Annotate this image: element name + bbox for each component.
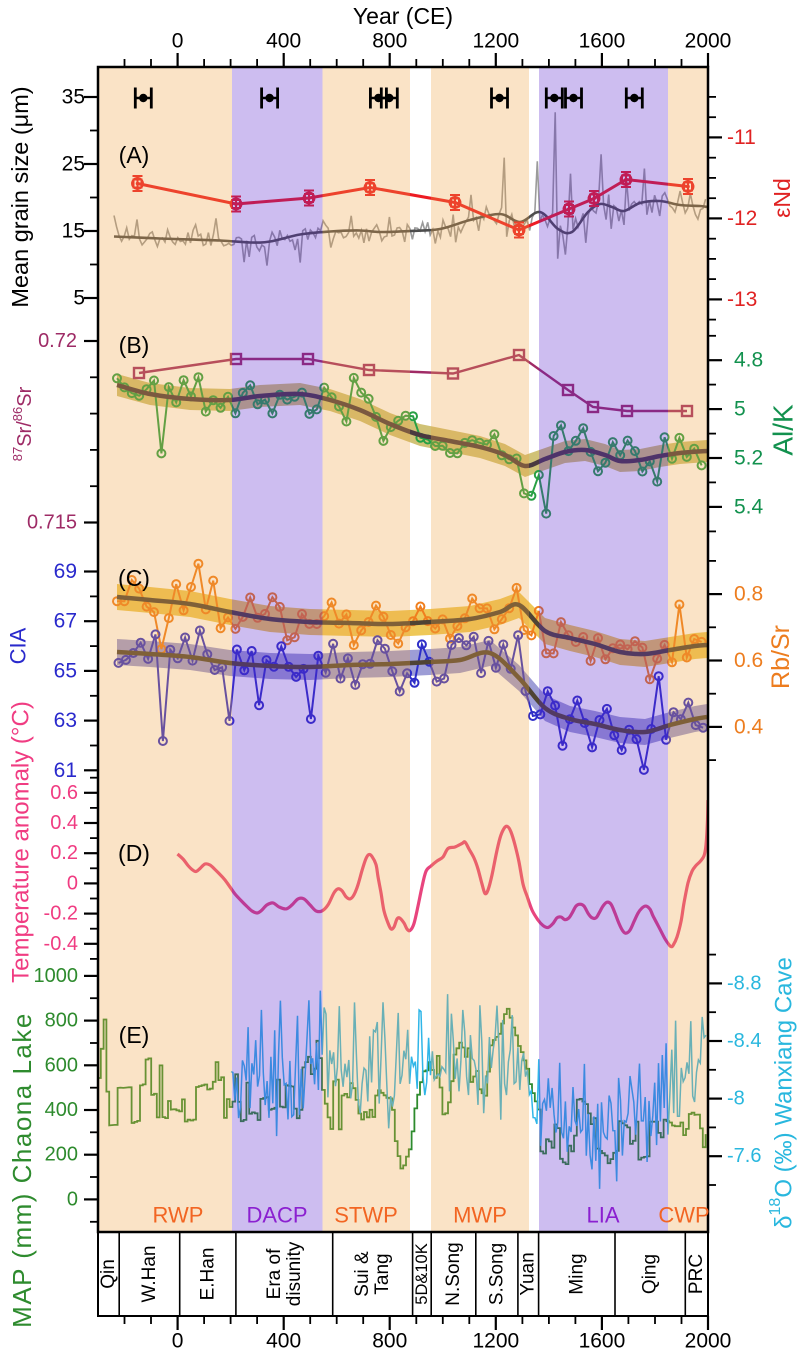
svg-text:4.8: 4.8 (734, 349, 763, 372)
svg-text:-11: -11 (727, 126, 756, 149)
svg-text:-8: -8 (727, 1088, 745, 1110)
svg-text:N.Song: N.Song (443, 1242, 464, 1305)
svg-text:63: 63 (54, 709, 77, 732)
svg-text:MWP: MWP (453, 1203, 507, 1228)
svg-text:(B): (B) (119, 332, 150, 358)
svg-text:0.8: 0.8 (734, 583, 763, 606)
svg-text:400: 400 (266, 1330, 301, 1353)
svg-text:-13: -13 (727, 288, 757, 311)
svg-text:0.2: 0.2 (50, 842, 78, 864)
svg-text:800: 800 (45, 1010, 78, 1032)
svg-text:0.6: 0.6 (734, 649, 763, 672)
svg-text:0.72: 0.72 (38, 330, 77, 352)
svg-text:Ming: Ming (566, 1253, 587, 1294)
svg-text:-8.4: -8.4 (727, 1030, 761, 1052)
svg-text:E.Han: E.Han (197, 1248, 218, 1301)
svg-text:-0.2: -0.2 (44, 903, 78, 925)
svg-text:800: 800 (372, 30, 407, 53)
svg-text:0.4: 0.4 (734, 715, 764, 738)
svg-text:(C): (C) (118, 565, 150, 591)
svg-text:Qin: Qin (98, 1259, 119, 1289)
svg-text:CWP: CWP (658, 1203, 709, 1228)
svg-text:Al/K: Al/K (768, 404, 799, 456)
svg-text:-12: -12 (727, 207, 757, 230)
svg-text:-0.4: -0.4 (44, 933, 78, 955)
svg-text:εNd: εNd (769, 178, 795, 218)
svg-text:600: 600 (45, 1054, 78, 1076)
svg-text:-8.8: -8.8 (727, 972, 761, 994)
svg-text:0: 0 (67, 872, 78, 894)
svg-text:5D&10K: 5D&10K (413, 1243, 431, 1304)
svg-text:Qing: Qing (640, 1254, 661, 1294)
svg-text:Temperature anomaly (°C): Temperature anomaly (°C) (8, 701, 35, 983)
svg-text:LIA: LIA (586, 1203, 619, 1228)
svg-text:1000: 1000 (34, 965, 79, 987)
svg-text:STWP: STWP (334, 1203, 398, 1228)
svg-text:1600: 1600 (579, 1330, 626, 1353)
svg-text:Era of: Era of (264, 1248, 285, 1299)
svg-text:δ18O (‰) Wanxiang Cave: δ18O (‰) Wanxiang Cave (767, 957, 798, 1229)
svg-text:800: 800 (372, 1330, 407, 1353)
svg-text:Yuan: Yuan (518, 1252, 539, 1295)
svg-text:Mean grain size (μm): Mean grain size (μm) (7, 86, 33, 307)
svg-text:25: 25 (62, 153, 85, 176)
svg-text:5.2: 5.2 (734, 447, 763, 470)
svg-text:0: 0 (172, 1330, 184, 1353)
svg-text:69: 69 (54, 560, 77, 583)
svg-text:Rb/Sr: Rb/Sr (767, 625, 795, 689)
svg-text:MAP (mm) Chaona Lake: MAP (mm) Chaona Lake (7, 1012, 37, 1328)
svg-text:Year (CE): Year (CE) (353, 3, 453, 29)
svg-text:200: 200 (45, 1144, 78, 1166)
svg-text:400: 400 (266, 30, 301, 53)
svg-text:35: 35 (62, 86, 85, 109)
svg-text:(E): (E) (119, 1022, 150, 1048)
svg-text:(D): (D) (118, 840, 150, 866)
svg-text:1600: 1600 (579, 30, 626, 53)
svg-text:W.Han: W.Han (139, 1245, 160, 1302)
svg-text:Sui &: Sui & (352, 1251, 373, 1297)
svg-text:5.4: 5.4 (734, 495, 764, 518)
svg-text:5: 5 (734, 398, 746, 421)
svg-text:disunity: disunity (284, 1241, 305, 1306)
svg-text:61: 61 (54, 759, 77, 782)
svg-text:5: 5 (73, 287, 85, 310)
svg-text:15: 15 (62, 220, 85, 243)
svg-text:-7.6: -7.6 (727, 1145, 761, 1167)
svg-text:2000: 2000 (685, 30, 732, 53)
svg-text:0.4: 0.4 (50, 812, 78, 834)
svg-text:67: 67 (54, 610, 77, 633)
svg-text:0: 0 (172, 30, 184, 53)
svg-text:400: 400 (45, 1099, 78, 1121)
svg-text:2000: 2000 (685, 1330, 732, 1353)
svg-text:0.6: 0.6 (50, 782, 78, 804)
svg-text:DACP: DACP (246, 1203, 307, 1228)
svg-text:CIA: CIA (6, 627, 31, 664)
svg-text:1200: 1200 (472, 30, 519, 53)
svg-text:PRC: PRC (686, 1254, 707, 1294)
svg-text:(A): (A) (119, 142, 150, 168)
svg-text:Tang: Tang (372, 1253, 393, 1294)
svg-text:1200: 1200 (472, 1330, 519, 1353)
svg-text:65: 65 (54, 659, 77, 682)
svg-text:RWP: RWP (153, 1203, 204, 1228)
svg-text:S.Song: S.Song (486, 1243, 507, 1305)
svg-text:0.715: 0.715 (27, 512, 77, 534)
svg-text:0: 0 (67, 1188, 78, 1210)
